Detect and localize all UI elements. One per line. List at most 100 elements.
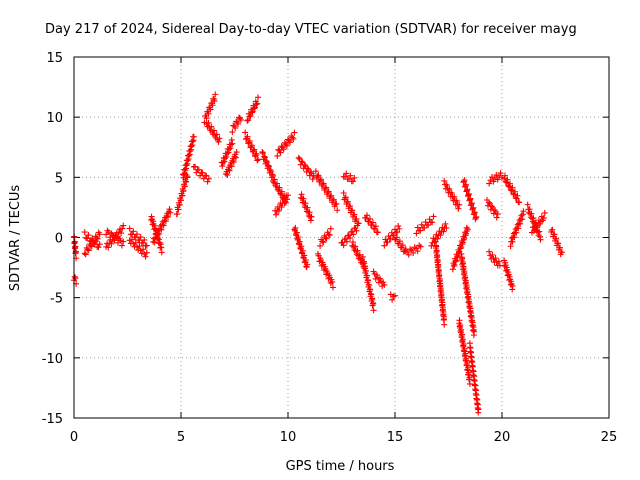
data-point [364, 272, 371, 279]
data-point [347, 172, 354, 179]
data-point [390, 293, 397, 300]
data-point [474, 401, 481, 408]
data-point [511, 191, 518, 198]
data-point [360, 258, 367, 265]
data-point [89, 235, 96, 242]
data-point [396, 225, 403, 232]
data-point [120, 222, 127, 229]
data-point [365, 277, 372, 284]
data-point [389, 296, 396, 303]
data-point [347, 202, 354, 209]
data-point [399, 242, 406, 249]
data-point [506, 180, 513, 187]
data-point [475, 406, 482, 413]
data-point [327, 193, 334, 200]
data-point [268, 168, 275, 175]
data-point [274, 152, 281, 159]
data-point [322, 185, 329, 192]
data-point [323, 184, 330, 191]
data-point [414, 224, 421, 231]
data-point [451, 193, 458, 200]
data-point [162, 218, 169, 225]
data-point [465, 369, 472, 376]
data-point [285, 192, 291, 199]
x-tick-label: 5 [177, 430, 185, 445]
data-point [259, 150, 266, 157]
data-point [329, 278, 336, 285]
data-point [514, 221, 521, 228]
data-point [421, 224, 428, 231]
data-point [334, 207, 341, 214]
data-point [333, 200, 340, 207]
data-point [529, 218, 536, 225]
data-point [471, 328, 478, 335]
data-point [369, 219, 376, 226]
data-point [456, 201, 463, 208]
data-point [342, 194, 349, 201]
data-point [205, 175, 212, 182]
data-point [461, 235, 468, 242]
data-point [301, 252, 308, 259]
data-point [328, 192, 335, 199]
data-point [441, 315, 448, 322]
data-point [274, 180, 281, 187]
data-point [176, 201, 183, 208]
x-tick-label: 15 [387, 430, 404, 445]
data-point [557, 244, 564, 251]
data-point [351, 174, 358, 181]
data-point [322, 234, 329, 241]
data-point [496, 262, 503, 269]
data-point [317, 242, 324, 249]
data-point [443, 224, 450, 231]
data-point [174, 211, 181, 218]
data-point [395, 223, 402, 230]
data-point [352, 243, 359, 250]
data-point [301, 203, 308, 210]
data-point [324, 189, 331, 196]
data-point [466, 374, 473, 381]
data-point [446, 185, 453, 192]
data-point [364, 212, 371, 219]
data-point [525, 209, 532, 216]
data-point [361, 263, 368, 270]
data-point [558, 249, 565, 256]
data-point [368, 291, 375, 298]
data-point [304, 204, 311, 211]
data-point [248, 109, 255, 116]
data-point [308, 213, 315, 220]
data-point [304, 261, 311, 268]
data-point [287, 139, 294, 146]
data-point [254, 100, 261, 107]
data-point [302, 257, 309, 264]
data-point [295, 154, 302, 161]
data-point [487, 177, 494, 184]
data-point [151, 239, 158, 246]
data-point [426, 216, 433, 223]
data-point [232, 124, 239, 131]
data-point [207, 106, 214, 113]
data-point [387, 235, 394, 242]
data-point [232, 154, 239, 161]
y-tick-label: 10 [46, 111, 63, 126]
data-point [327, 225, 334, 232]
data-point [222, 155, 229, 162]
data-point [462, 350, 469, 357]
data-point [298, 243, 305, 250]
data-point [374, 229, 381, 236]
data-point [541, 209, 548, 216]
data-point [117, 237, 124, 244]
data-point [508, 235, 515, 242]
data-point [179, 192, 186, 199]
data-point [492, 255, 499, 262]
data-point [209, 102, 216, 109]
data-point [405, 251, 412, 258]
data-point [451, 261, 458, 268]
data-point [443, 181, 450, 188]
data-point [299, 247, 306, 254]
data-point [304, 165, 311, 172]
data-point [473, 213, 480, 220]
plot-frame [73, 56, 610, 419]
data-point [352, 225, 359, 232]
data-point [515, 225, 522, 232]
data-point [501, 172, 508, 179]
